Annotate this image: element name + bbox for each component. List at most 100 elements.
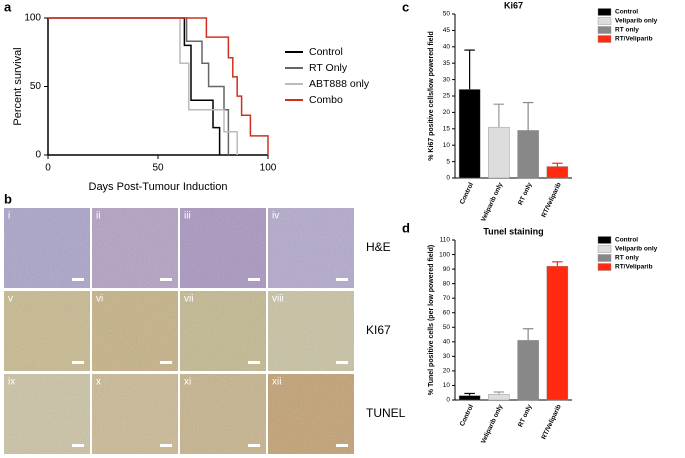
y-tick-label: 100 <box>439 251 450 258</box>
legend-swatch <box>597 236 612 244</box>
y-tick-label: 40 <box>443 44 451 51</box>
y-tick-label: 0 <box>446 397 450 404</box>
legend-swatch <box>597 17 612 25</box>
bar <box>458 89 481 179</box>
legend-label: Control <box>309 46 343 58</box>
legend-label: RT/Veliparib <box>615 264 653 271</box>
legend-label: RT/Veliparib <box>615 36 653 43</box>
micrograph-texture <box>92 208 178 288</box>
y-tick-label: 30 <box>443 76 451 83</box>
x-tick-label: RT/Veliparib <box>541 182 563 219</box>
bar <box>546 265 569 401</box>
survival-line <box>48 17 230 155</box>
x-tick-label: RT/Veliparib <box>541 404 563 441</box>
legend-label: RT only <box>615 27 639 34</box>
legend-swatch <box>597 26 612 34</box>
scale-bar <box>160 444 172 447</box>
y-axis-label: % Ki67 positive cells/low powered field <box>428 31 435 161</box>
micrograph-label: ix <box>8 377 15 388</box>
scale-bar <box>248 278 260 281</box>
micrograph-texture <box>180 374 266 454</box>
scale-bar <box>72 278 84 281</box>
micrograph-texture <box>268 374 354 454</box>
scale-bar <box>248 361 260 364</box>
micrograph-label: vii <box>184 294 193 305</box>
x-tick-label: Veliparib only <box>480 403 504 445</box>
x-axis-label: Days Post-Tumour Induction <box>89 181 228 193</box>
micrograph-label: viii <box>272 294 284 305</box>
legend-swatch <box>597 263 612 271</box>
micrograph-texture <box>180 291 266 371</box>
legend-label: Control <box>615 9 638 16</box>
x-tick-label: 100 <box>260 163 277 174</box>
x-tick-label: Veliparib only <box>480 181 504 223</box>
legend-swatch <box>597 35 612 43</box>
scale-bar <box>336 444 348 447</box>
micrograph-label: iv <box>272 211 279 222</box>
micrograph-label: iii <box>184 211 191 222</box>
x-tick-label: RT only <box>517 181 534 206</box>
micrograph-label: x <box>96 377 101 388</box>
x-tick-label: Control <box>459 181 475 205</box>
scale-bar <box>72 444 84 447</box>
legend-swatch <box>597 254 612 262</box>
panel-letter: a <box>4 0 12 14</box>
micrograph-texture <box>92 291 178 371</box>
legend-label: Veliparib only <box>615 246 658 253</box>
micrograph-label: v <box>8 294 13 305</box>
x-tick-label: 50 <box>152 163 164 174</box>
panel-letter: c <box>402 0 409 14</box>
micrograph-texture <box>4 291 90 371</box>
micrograph-label: xii <box>272 377 281 388</box>
y-tick-label: 90 <box>443 266 451 273</box>
micrograph-label: i <box>8 211 10 222</box>
y-tick-label: 40 <box>443 339 451 346</box>
micrograph-label: xi <box>184 377 191 388</box>
y-tick-label: 10 <box>443 382 451 389</box>
y-tick-label: 50 <box>443 11 451 18</box>
y-axis-label: Percent survival <box>12 47 24 125</box>
bar <box>546 166 569 179</box>
y-tick-label: 5 <box>446 158 450 165</box>
bar <box>458 395 481 401</box>
panel-letter: b <box>4 191 12 206</box>
y-tick-label: 25 <box>443 93 451 100</box>
legend-label: RT Only <box>309 62 348 74</box>
micrograph-texture <box>92 374 178 454</box>
legend-label: ABT888 only <box>309 78 370 90</box>
y-tick-label: 0 <box>446 175 450 182</box>
y-tick-label: 35 <box>443 60 451 67</box>
chart-title: Ki67 <box>504 0 523 10</box>
bar <box>488 393 510 401</box>
scale-bar <box>248 444 260 447</box>
row-label: TUNEL <box>366 406 406 420</box>
row-label: H&E <box>366 240 391 254</box>
y-tick-label: 15 <box>443 126 451 133</box>
legend-label: RT only <box>615 255 639 262</box>
y-tick-label: 60 <box>443 309 451 316</box>
row-label: KI67 <box>366 323 391 337</box>
micrograph-texture <box>4 208 90 288</box>
y-tick-label: 70 <box>443 295 451 302</box>
x-tick-label: 0 <box>45 163 51 174</box>
chart-title: Tunel staining <box>483 226 543 236</box>
y-tick-label: 100 <box>24 13 41 24</box>
y-tick-label: 50 <box>30 81 42 92</box>
legend-swatch <box>597 245 612 253</box>
micrograph-texture <box>4 374 90 454</box>
scale-bar <box>336 361 348 364</box>
scale-bar <box>160 278 172 281</box>
micrograph-label: vi <box>96 294 103 305</box>
y-tick-label: 20 <box>443 109 451 116</box>
y-tick-label: 45 <box>443 27 451 34</box>
micrograph-texture <box>268 291 354 371</box>
y-tick-label: 0 <box>35 150 41 161</box>
legend-label: Combo <box>309 94 343 106</box>
y-tick-label: 50 <box>443 324 451 331</box>
survival-line <box>48 17 238 155</box>
y-tick-label: 110 <box>440 237 451 244</box>
survival-line <box>48 17 269 155</box>
legend-label: Veliparib only <box>615 18 658 25</box>
y-tick-label: 80 <box>443 280 451 287</box>
